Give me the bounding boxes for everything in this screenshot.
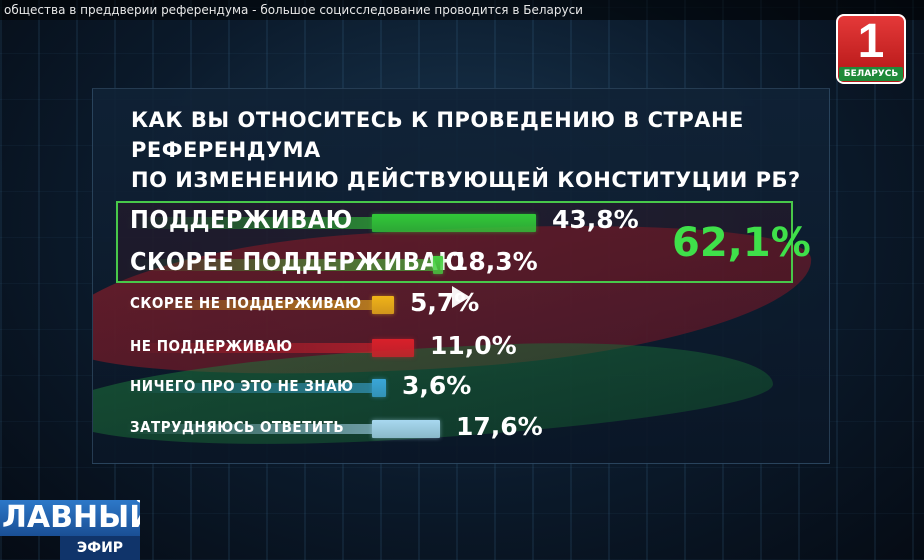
bar-4 (372, 339, 414, 357)
value-label-1: 43,8% (552, 205, 639, 234)
bar-3 (372, 296, 394, 314)
bar-2 (433, 256, 443, 274)
bar-5 (372, 379, 386, 397)
channel-logo: 1 БЕЛАРУСЬ (836, 14, 906, 84)
label-stripe-1 (126, 217, 372, 229)
value-label-2: 18,3% (451, 247, 538, 276)
show-logo: ЛАВНЫЙ ЭФИР (0, 500, 140, 560)
bar-6 (372, 420, 440, 438)
channel-logo-number: 1 (857, 15, 885, 68)
category-label-5: НИЧЕГО ПРО ЭТО НЕ ЗНАЮ (130, 377, 354, 395)
label-stripe-6 (126, 424, 372, 434)
value-label-6: 17,6% (456, 412, 543, 441)
category-label-6: ЗАТРУДНЯЮСЬ ОТВЕТИТЬ (130, 418, 345, 436)
play-icon[interactable] (452, 286, 470, 308)
label-stripe-3 (126, 300, 372, 310)
value-label-5: 3,6% (402, 371, 472, 400)
chart-title-line-2: ПО ИЗМЕНЕНИЮ ДЕЙСТВУЮЩЕЙ КОНСТИТУЦИИ РБ? (131, 168, 801, 192)
category-label-1: ПОДДЕРЖИВАЮ (130, 205, 353, 234)
label-stripe-5 (126, 383, 372, 393)
support-total-label: 62,1% (672, 220, 811, 266)
chart-panel: КАК ВЫ ОТНОСИТЕСЬ К ПРОВЕДЕНИЮ В СТРАНЕ … (92, 88, 830, 464)
label-stripe-2 (126, 259, 433, 271)
label-stripe-4 (126, 343, 372, 353)
category-label-4: НЕ ПОДДЕРЖИВАЮ (130, 337, 293, 355)
category-label-3: СКОРЕЕ НЕ ПОДДЕРЖИВАЮ (130, 294, 362, 312)
chart-title: КАК ВЫ ОТНОСИТЕСЬ К ПРОВЕДЕНИЮ В СТРАНЕ … (131, 105, 811, 195)
bar-1 (372, 214, 536, 232)
value-label-4: 11,0% (430, 331, 517, 360)
video-title: общества в преддверии референдума - боль… (0, 0, 924, 20)
show-logo-line-2: ЭФИР (60, 536, 140, 560)
category-label-2: СКОРЕЕ ПОДДЕРЖИВАЮ (130, 247, 466, 276)
channel-logo-text: БЕЛАРУСЬ (839, 67, 903, 81)
chart-title-line-1: КАК ВЫ ОТНОСИТЕСЬ К ПРОВЕДЕНИЮ В СТРАНЕ … (131, 108, 744, 162)
show-logo-line-1: ЛАВНЫЙ (0, 500, 140, 536)
